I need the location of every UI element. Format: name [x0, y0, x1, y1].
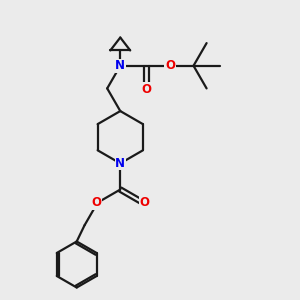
Text: N: N — [115, 157, 125, 170]
Text: O: O — [165, 59, 175, 72]
Text: O: O — [91, 196, 101, 209]
Text: O: O — [141, 83, 152, 96]
Text: N: N — [115, 59, 125, 72]
Text: O: O — [140, 196, 149, 209]
